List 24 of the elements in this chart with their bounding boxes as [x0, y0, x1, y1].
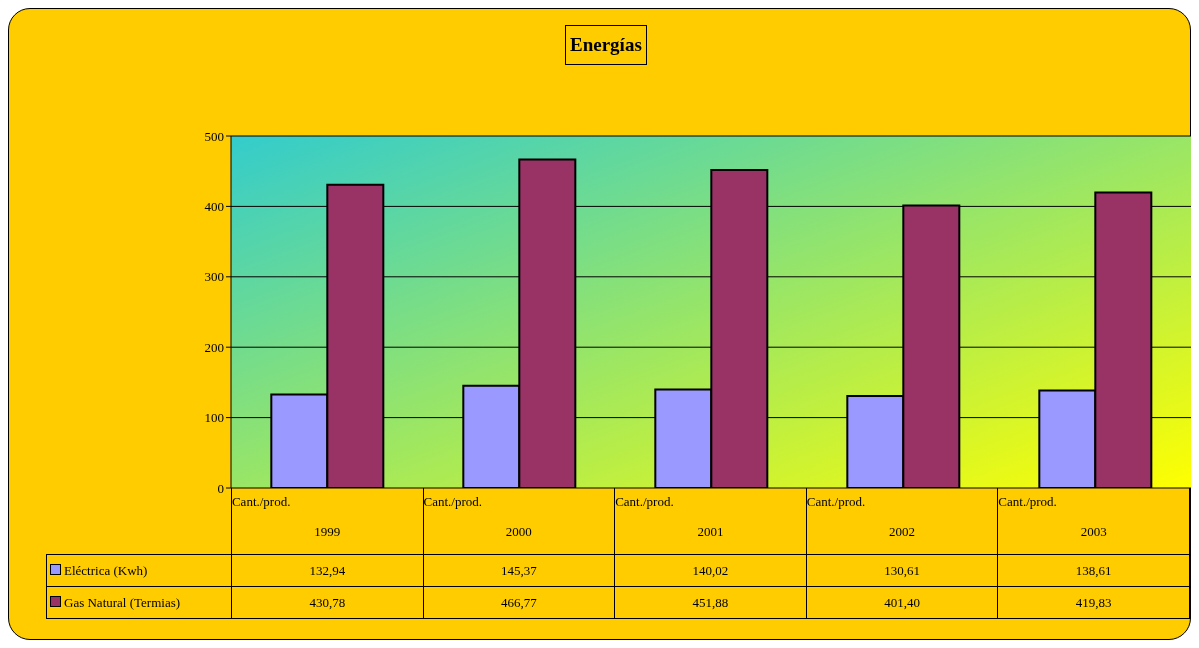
y-tick-label: 0 — [217, 480, 224, 496]
y-tick-label: 200 — [204, 339, 224, 355]
legend-label: Eléctrica (Kwh) — [64, 562, 148, 578]
category-label: Cant./prod. 2000 — [423, 494, 532, 539]
category-label: Cant./prod. 2002 — [806, 494, 916, 539]
category-label: Cant./prod. 2001 — [615, 494, 724, 539]
y-tick-label: 300 — [204, 269, 224, 285]
data-label: 130,61 — [806, 554, 998, 587]
data-label: 419,83 — [997, 586, 1190, 619]
data-label: 401,40 — [806, 586, 998, 619]
data-label: 451,88 — [614, 586, 807, 619]
y-tick-label: 100 — [204, 410, 224, 426]
category-label: Cant./prod. 2003 — [998, 494, 1107, 539]
data-label: 138,61 — [997, 554, 1190, 587]
y-tick-label: 400 — [204, 199, 224, 215]
y-tick-label: 500 — [204, 128, 224, 144]
data-label: 145,37 — [423, 554, 615, 587]
category-label: Cant./prod. 1999 — [231, 494, 341, 539]
data-label: 430,78 — [231, 586, 424, 619]
data-label: 466,77 — [423, 586, 615, 619]
legend-label: Gas Natural (Termias) — [64, 594, 181, 610]
data-label: 140,02 — [614, 554, 807, 587]
chart-title: Energías — [565, 25, 647, 65]
data-label: 132,94 — [231, 554, 424, 587]
